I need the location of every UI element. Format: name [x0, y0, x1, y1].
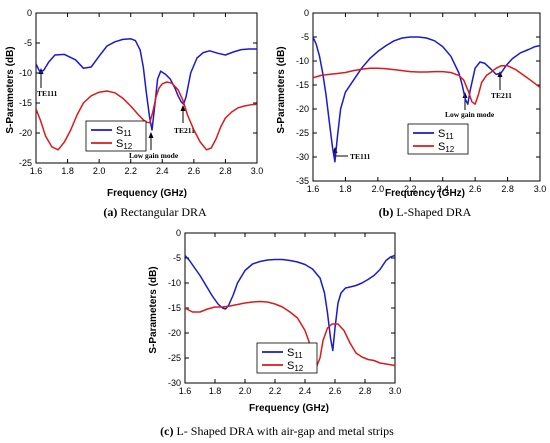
x-axis-title: Frequency (GHz) — [385, 188, 465, 199]
y-tick-label: -15 — [296, 80, 309, 90]
y-tick-label: -25 — [19, 158, 32, 168]
y-tick-label: -10 — [168, 278, 181, 288]
y-tick-label: -20 — [168, 328, 181, 338]
x-tick-label: 2.4 — [299, 386, 312, 396]
x-tick-label: 3.0 — [251, 166, 264, 176]
y-tick-label: -30 — [168, 378, 181, 388]
x-tick-label: 2.4 — [436, 184, 449, 194]
y-axis-title: S-Parameters (dB) — [5, 46, 16, 133]
caption-label: (c) — [160, 424, 173, 438]
legend-box — [256, 342, 318, 374]
y-axis-title: S-Parameters (dB) — [276, 46, 287, 133]
y-tick-label: -25 — [168, 353, 181, 363]
x-tick-label: 3.0 — [534, 184, 547, 194]
x-tick-label: 1.8 — [339, 184, 352, 194]
x-tick-label: 2.0 — [372, 184, 385, 194]
x-tick-label: 2.2 — [404, 184, 417, 194]
y-axis-title: S-Parameters (dB) — [148, 266, 159, 353]
y-tick-label: -15 — [19, 98, 32, 108]
caption-text: L-Shaped DRA — [396, 205, 471, 219]
annotation-low-gain-mode: Low gain mode — [445, 110, 495, 119]
caption-text: Rectangular DRA — [120, 205, 207, 219]
series-line-s12 — [313, 65, 540, 105]
x-tick-label: 1.6 — [307, 184, 320, 194]
y-tick-label: -5 — [24, 38, 32, 48]
chart-panel-l-shaped-dra: (b) L-Shaped DRA Frequency (GHz) S-Param… — [276, 8, 546, 219]
x-tick-label: 1.8 — [209, 386, 222, 396]
x-axis-title: Frequency (GHz) — [107, 188, 187, 199]
annotation-te111: TE111 — [350, 152, 371, 161]
legend-box — [85, 120, 147, 152]
annotation-te111: TE111 — [37, 89, 58, 98]
legend-label-s12: S12 — [287, 360, 304, 373]
x-tick-label: 2.4 — [156, 166, 169, 176]
y-tick-label: -10 — [296, 56, 309, 66]
legend-label-s12: S12 — [116, 138, 133, 151]
x-tick-label: 1.8 — [61, 166, 74, 176]
annotations: TE111 Low gain mode TE211 — [37, 68, 195, 160]
y-tick-label: -5 — [301, 32, 309, 42]
x-axis-title: Frequency (GHz) — [249, 403, 329, 414]
series-line-s12 — [36, 81, 257, 151]
y-tick-label: -30 — [296, 152, 309, 162]
x-tick-label: 1.6 — [179, 386, 192, 396]
y-tick-label: -10 — [19, 68, 32, 78]
x-tick-label: 2.8 — [219, 166, 232, 176]
legend-label-s12: S12 — [438, 141, 455, 154]
x-tick-label: 2.2 — [269, 386, 282, 396]
caption-text: L- Shaped DRA with air-gap and metal str… — [176, 424, 394, 438]
x-tick-label: 2.2 — [124, 166, 137, 176]
low-gain-arrowhead — [148, 132, 154, 138]
chart-panel-rectangular-dra: (a) Rectangular DRA Frequency (GHz) S-Pa… — [5, 8, 263, 219]
caption-label: (a) — [103, 205, 117, 219]
x-tick-label: 2.0 — [239, 386, 252, 396]
legend-label-s11: S11 — [116, 125, 132, 138]
chart-panel-l-shaped-dra-air-gap: (c) L- Shaped DRA with air-gap and metal… — [148, 228, 401, 438]
annotation-te211: TE211 — [174, 126, 195, 135]
x-tick-label: 2.6 — [329, 386, 342, 396]
x-tick-label: 2.8 — [359, 386, 372, 396]
panel-caption: (c) L- Shaped DRA with air-gap and metal… — [160, 424, 394, 438]
legend-label-s11: S11 — [438, 128, 454, 141]
series-line-s11 — [36, 38, 257, 131]
x-tick-label: 2.8 — [501, 184, 514, 194]
x-tick-label: 1.6 — [30, 166, 43, 176]
series-line-s11 — [313, 36, 540, 163]
caption-label: (b) — [379, 205, 394, 219]
plot-frame — [312, 12, 541, 182]
x-tick-label: 2.6 — [188, 166, 201, 176]
x-tick-label: 2.0 — [93, 166, 106, 176]
legend-box — [407, 123, 469, 155]
te211-arrowhead — [180, 105, 186, 111]
annotation-te211: TE211 — [491, 91, 512, 100]
y-tick-label: -20 — [19, 128, 32, 138]
y-tick-label: -35 — [296, 176, 309, 186]
series-line-s11 — [185, 254, 395, 352]
y-tick-label: -25 — [296, 128, 309, 138]
x-tick-label: 3.0 — [389, 386, 402, 396]
y-tick-label: 0 — [304, 8, 309, 18]
y-tick-label: -15 — [168, 303, 181, 313]
panel-caption: (a) Rectangular DRA — [103, 205, 207, 219]
panel-caption: (b) L-Shaped DRA — [379, 205, 472, 219]
y-tick-label: 0 — [176, 228, 181, 238]
y-tick-label: 0 — [27, 8, 32, 18]
legend-label-s11: S11 — [287, 347, 303, 360]
x-tick-label: 2.6 — [469, 184, 482, 194]
plot-frame — [35, 12, 258, 164]
y-tick-label: -5 — [173, 253, 181, 263]
y-tick-label: -20 — [296, 104, 309, 114]
annotation-low-gain-mode: Low gain mode — [129, 151, 179, 160]
